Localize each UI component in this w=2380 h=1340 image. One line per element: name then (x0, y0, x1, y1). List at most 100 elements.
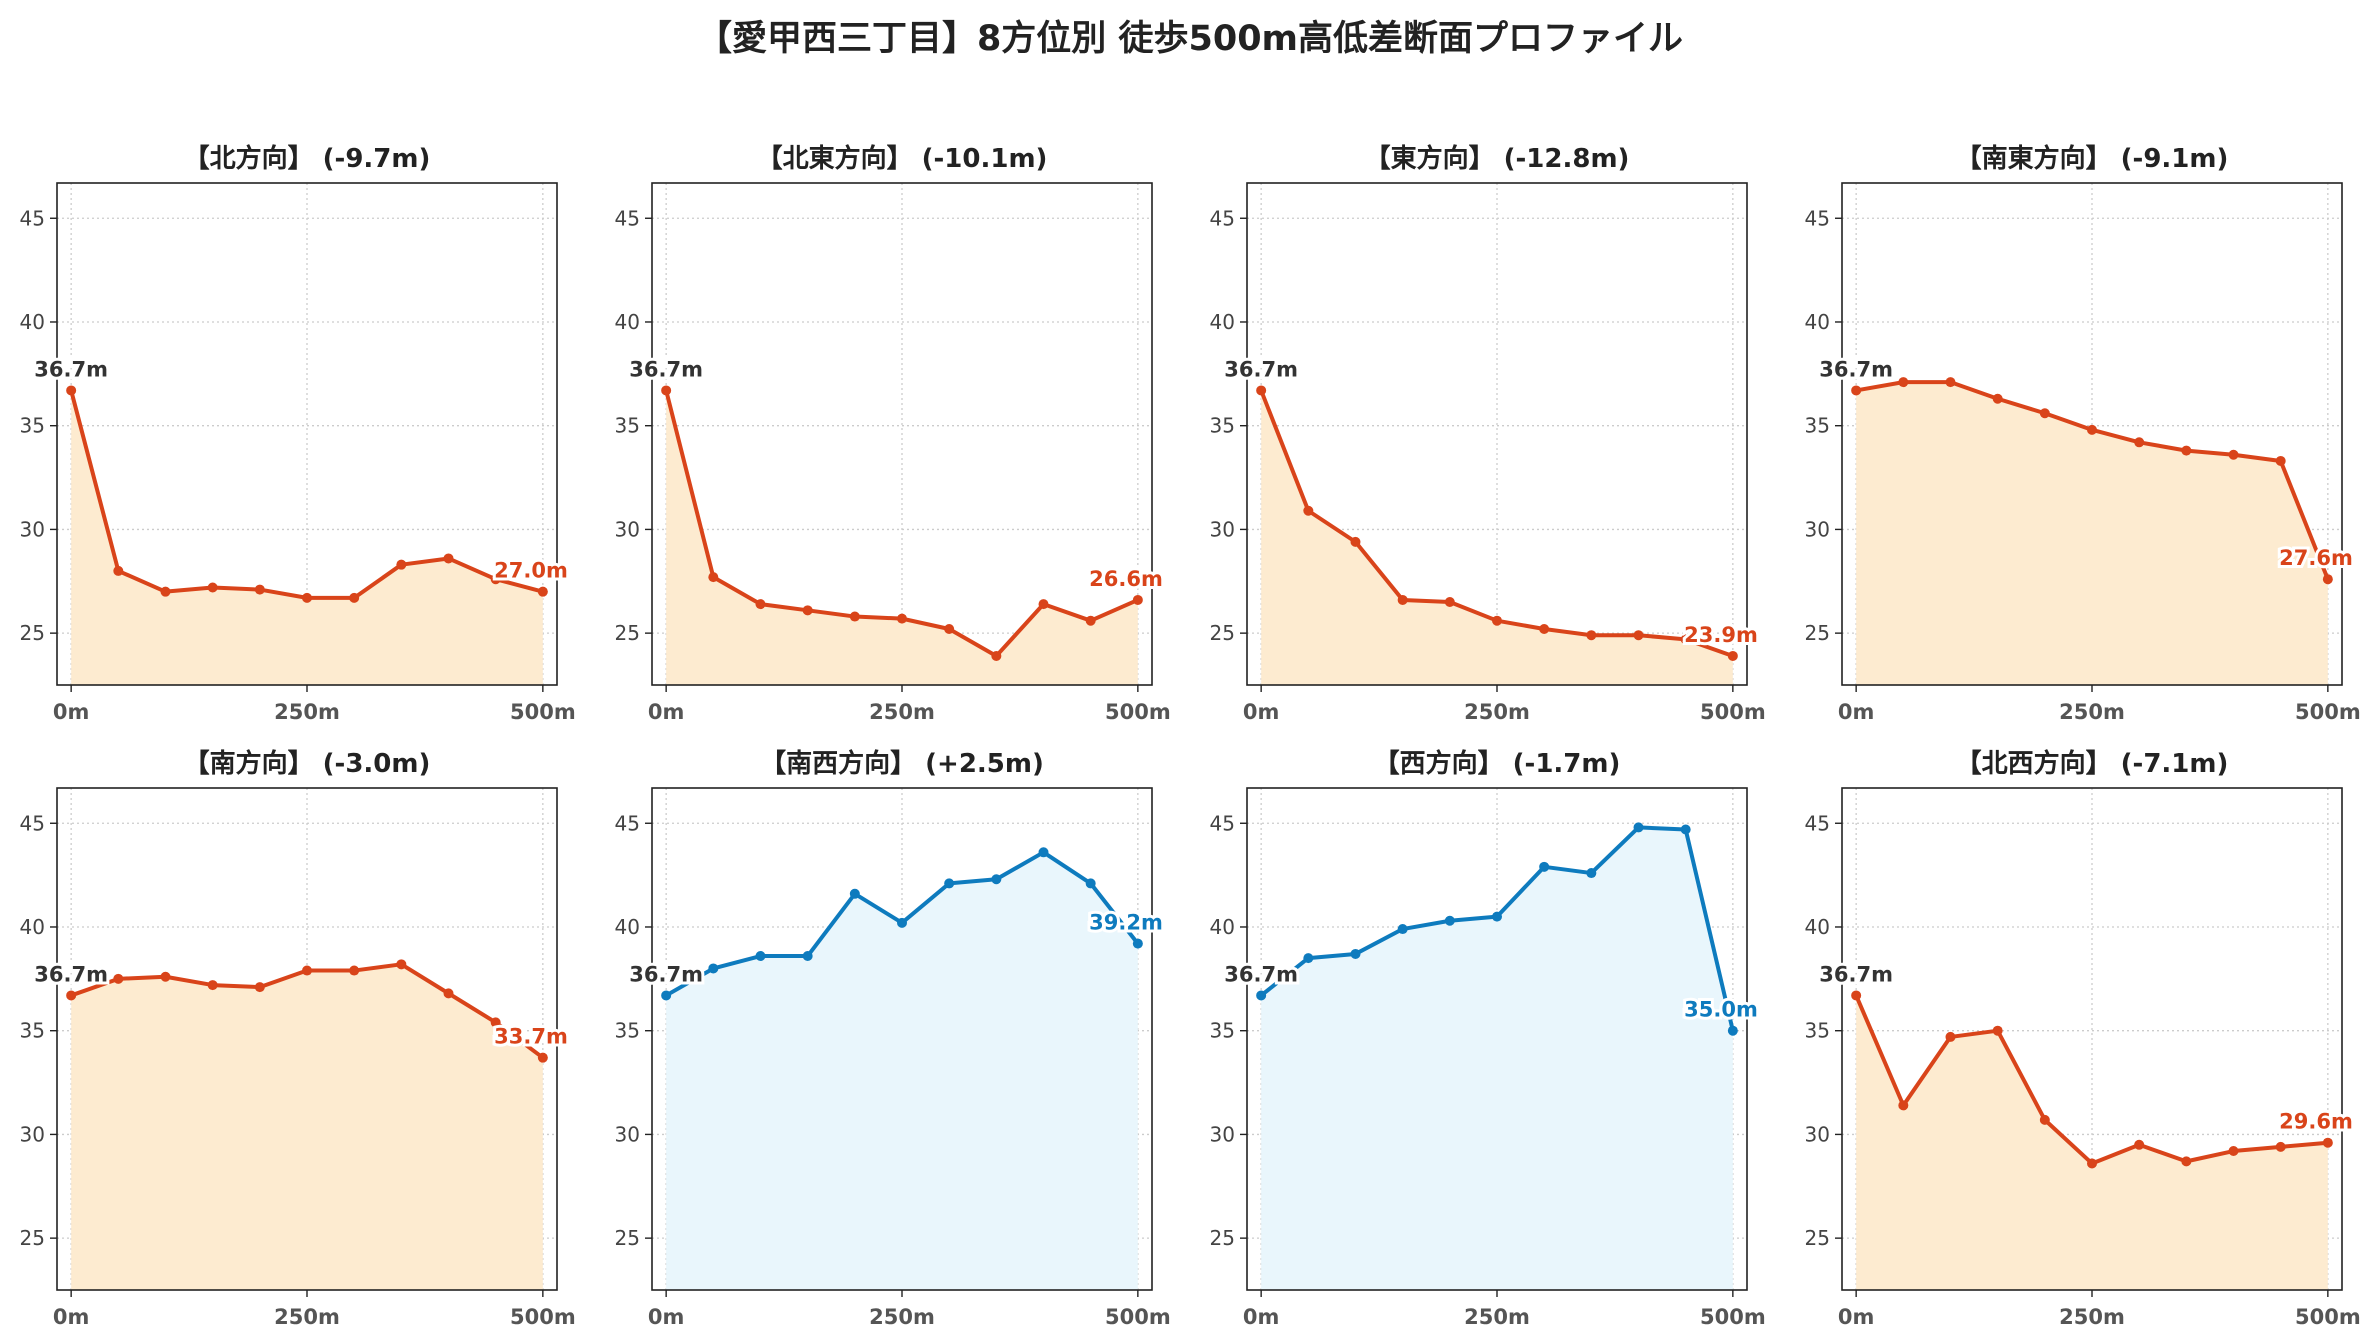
subplot-title: 【南方向】 (-3.0m) (184, 748, 431, 779)
data-point (66, 385, 77, 396)
data-point (1397, 924, 1408, 935)
data-point (207, 582, 218, 593)
x-tick-label: 500m (2295, 1305, 2361, 1329)
y-tick-label: 40 (1805, 915, 1830, 939)
data-point (1992, 393, 2003, 404)
data-point (991, 650, 1002, 661)
subplot: 【西方向】 (-1.7m) 25 30 35 40 45 0m 250m 500m 36.7m 35… (1210, 748, 1766, 1329)
data-point (2181, 445, 2192, 456)
x-tick-label: 500m (1105, 1305, 1171, 1329)
x-tick-label: 250m (1464, 1305, 1530, 1329)
data-point (490, 1017, 501, 1028)
data-point (302, 592, 312, 603)
data-point (2322, 1137, 2333, 1148)
subplot: 【南方向】 (-3.0m) 25 30 35 40 45 0m 250m 500m 36.7m 33… (20, 748, 576, 1329)
data-point (443, 988, 454, 999)
data-point (2134, 437, 2145, 448)
y-tick-label: 40 (20, 310, 45, 334)
y-tick-label: 25 (20, 621, 45, 645)
data-point (537, 1052, 548, 1063)
x-tick-label: 500m (510, 700, 576, 724)
page-title: 【愛甲西三丁目】8方位別 徒歩500m高低差断面プロファイル (696, 19, 1684, 59)
data-point (2275, 455, 2286, 466)
data-point (207, 980, 218, 991)
data-point (1303, 953, 1314, 964)
data-point (1492, 911, 1502, 922)
y-tick-label: 35 (20, 414, 45, 438)
data-point (661, 385, 672, 396)
data-point (2228, 1146, 2239, 1157)
data-point (897, 613, 907, 624)
end-elevation-label: 39.2m (1089, 911, 1163, 935)
data-point (1539, 861, 1550, 872)
y-tick-label: 25 (20, 1226, 45, 1250)
x-tick-label: 0m (648, 1305, 685, 1329)
y-tick-label: 30 (1210, 517, 1235, 541)
data-point (1350, 536, 1361, 547)
data-point (661, 990, 672, 1001)
y-tick-label: 45 (20, 811, 45, 835)
x-tick-label: 500m (510, 1305, 576, 1329)
data-point (1444, 597, 1455, 608)
data-point (1945, 377, 1956, 388)
data-point (349, 965, 360, 976)
data-point (1444, 915, 1455, 926)
y-tick-label: 40 (1805, 310, 1830, 334)
y-tick-label: 35 (1210, 414, 1235, 438)
x-tick-label: 250m (274, 1305, 340, 1329)
data-point (443, 553, 454, 564)
start-elevation-label: 36.7m (1224, 357, 1298, 381)
subplot: 【東方向】 (-12.8m) 25 30 35 40 45 0m 250m 500m 36.7m 2… (1210, 143, 1766, 724)
x-tick-label: 250m (1464, 700, 1530, 724)
x-tick-label: 250m (869, 700, 935, 724)
end-elevation-label: 26.6m (1089, 567, 1163, 591)
data-point (2181, 1156, 2192, 1167)
y-tick-label: 35 (1805, 414, 1830, 438)
area-fill (1856, 382, 2328, 685)
data-point (1085, 878, 1096, 889)
start-elevation-label: 36.7m (629, 357, 703, 381)
y-tick-label: 30 (1210, 1122, 1235, 1146)
data-point (1256, 385, 1267, 396)
subplot-title: 【東方向】 (-12.8m) (1365, 143, 1630, 174)
data-point (113, 973, 124, 984)
start-elevation-label: 36.7m (34, 357, 108, 381)
data-point (396, 959, 407, 970)
data-point (1633, 630, 1644, 641)
y-tick-label: 45 (1805, 811, 1830, 835)
y-tick-label: 40 (1210, 915, 1235, 939)
subplot: 【南西方向】 (+2.5m) 25 30 35 40 45 0m 250m 500m 36.7m 3… (615, 748, 1171, 1329)
end-elevation-label: 35.0m (1684, 998, 1758, 1022)
data-point (2087, 1158, 2097, 1169)
subplot-title: 【北方向】 (-9.7m) (184, 143, 431, 174)
end-elevation-label: 27.0m (494, 559, 568, 583)
y-tick-label: 45 (615, 206, 640, 230)
end-elevation-label: 29.6m (2279, 1110, 2353, 1134)
data-point (1945, 1031, 1956, 1042)
y-tick-label: 35 (615, 1019, 640, 1043)
data-point (1851, 385, 1862, 396)
data-point (849, 888, 860, 899)
data-point (1898, 377, 1909, 388)
subplot-title: 【南西方向】 (+2.5m) (760, 748, 1044, 779)
area-fill (666, 390, 1138, 685)
start-elevation-label: 36.7m (1819, 962, 1893, 986)
data-point (490, 574, 501, 585)
subplot: 【南東方向】 (-9.1m) 25 30 35 40 45 0m 250m 500m 36.7m 2… (1805, 143, 2361, 724)
data-point (944, 623, 955, 634)
x-tick-label: 0m (1243, 1305, 1280, 1329)
data-point (944, 878, 955, 889)
y-tick-label: 40 (615, 915, 640, 939)
y-tick-label: 45 (1210, 206, 1235, 230)
x-tick-label: 0m (1838, 700, 1875, 724)
data-point (1851, 990, 1862, 1001)
data-point (1992, 1025, 2003, 1036)
data-point (2228, 449, 2239, 460)
data-point (1397, 594, 1408, 605)
data-point (802, 605, 813, 616)
y-tick-label: 45 (20, 206, 45, 230)
y-tick-label: 40 (1210, 310, 1235, 334)
area-fill (1261, 827, 1733, 1290)
x-tick-label: 250m (274, 700, 340, 724)
